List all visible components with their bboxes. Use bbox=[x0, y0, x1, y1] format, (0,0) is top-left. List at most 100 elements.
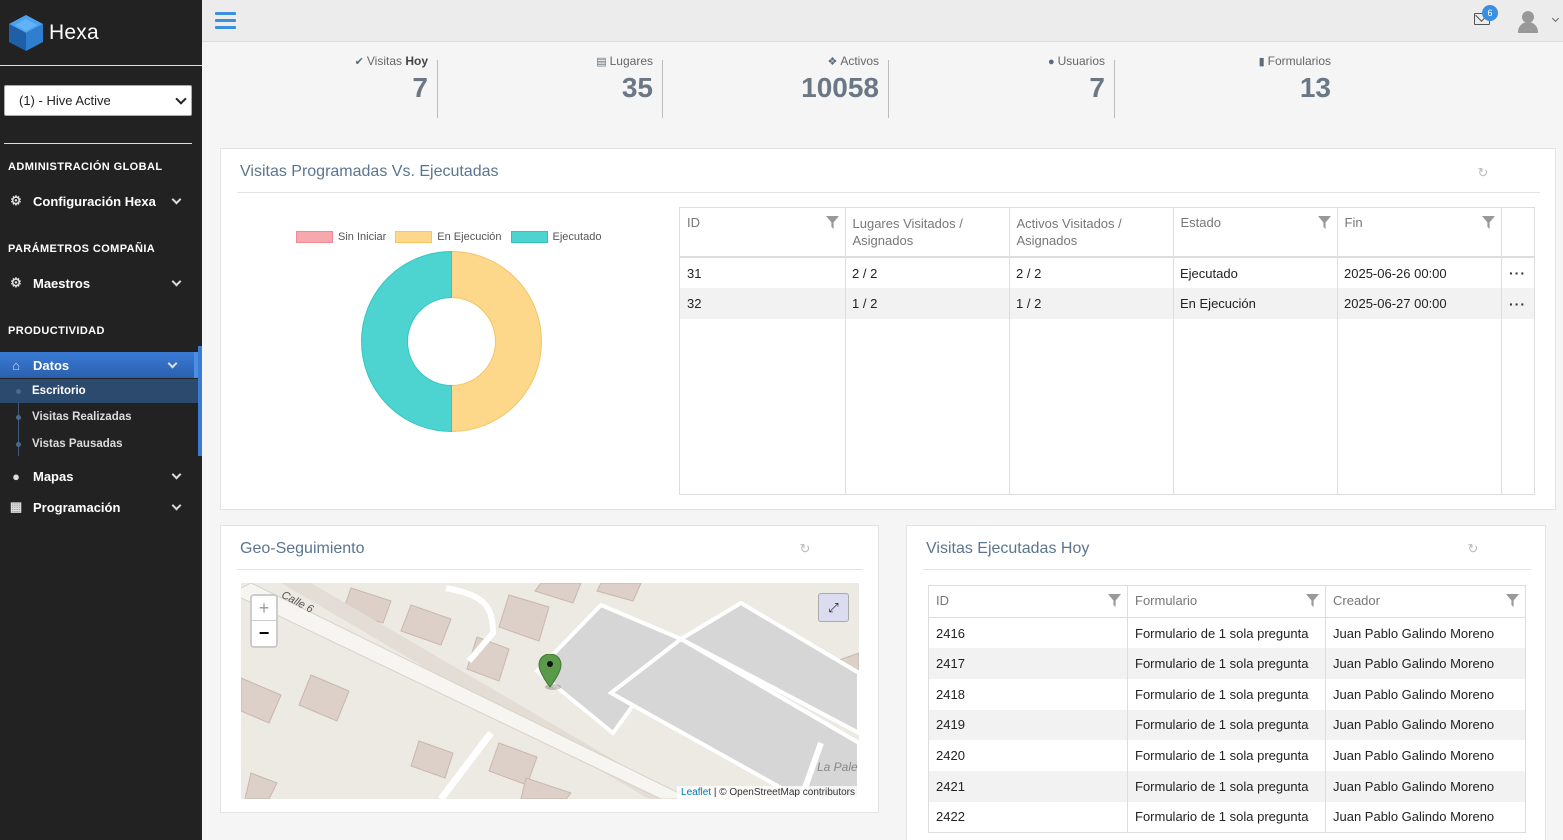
table-row[interactable]: 2418 Formulario de 1 sola pregunta Juan Pa… bbox=[928, 678, 1526, 710]
sidebar-item-mapas[interactable]: ● Mapas bbox=[0, 463, 202, 489]
cell-lugares: 1 / 2 bbox=[852, 296, 878, 311]
row-actions[interactable]: ··· bbox=[1501, 288, 1534, 319]
visits-table: ID Lugares Visitados / Asignados Activos… bbox=[680, 208, 1534, 319]
active-indicator bbox=[198, 346, 202, 456]
cell-id: 31 bbox=[687, 265, 702, 281]
stat-label-bold: Hoy bbox=[405, 54, 428, 68]
table-row[interactable]: 2419 Formulario de 1 sola pregunta Juan Pa… bbox=[928, 709, 1526, 741]
filter-icon[interactable] bbox=[1481, 216, 1495, 229]
menu-toggle-icon[interactable] bbox=[215, 12, 236, 30]
zoom-out-button[interactable]: − bbox=[258, 623, 270, 643]
sidebar-item-configuracion[interactable]: ⚙ Configuración Hexa bbox=[0, 188, 202, 214]
sidebar-item-label: Datos bbox=[33, 357, 70, 373]
stat-value: 7 bbox=[412, 72, 428, 103]
stat-value: 35 bbox=[621, 72, 653, 103]
refresh-icon[interactable]: ↻ bbox=[1477, 165, 1489, 180]
col-header-activos[interactable]: Activos Visitados / Asignados bbox=[1009, 208, 1174, 257]
filter-icon[interactable] bbox=[825, 216, 839, 229]
stat-label: Lugares bbox=[609, 54, 653, 68]
table-row[interactable]: 2421 Formulario de 1 sola pregunta Juan Pa… bbox=[928, 770, 1526, 802]
section-parametros: PARÁMETROS COMPAÑIA bbox=[8, 243, 156, 255]
more-icon[interactable]: ··· bbox=[1509, 295, 1526, 312]
cell-estado: Ejecutado bbox=[1180, 265, 1238, 281]
bullet-icon bbox=[16, 415, 21, 420]
user-avatar[interactable] bbox=[1516, 9, 1540, 33]
filter-icon[interactable] bbox=[1108, 594, 1121, 607]
hive-select-value: (1) - Hive Active bbox=[19, 93, 111, 108]
stat-value: 10058 bbox=[801, 72, 879, 103]
filter-icon[interactable] bbox=[1317, 216, 1331, 229]
col-line bbox=[1173, 208, 1174, 494]
cell-id: 2417 bbox=[928, 648, 1128, 679]
col-header-id[interactable]: ID bbox=[928, 585, 1128, 618]
donut-slice-en-ejecución[interactable] bbox=[451, 250, 542, 433]
col-line bbox=[1337, 208, 1338, 494]
cell-lugares: 2 / 2 bbox=[852, 265, 878, 281]
sidebar-item-maestros[interactable]: ⚙ Maestros bbox=[0, 270, 202, 296]
sidebar-item-label: Configuración Hexa bbox=[33, 193, 156, 209]
table-row[interactable]: 2422 Formulario de 1 sola pregunta Juan Pa… bbox=[928, 801, 1526, 833]
col-header-fin[interactable]: Fin bbox=[1337, 208, 1502, 257]
cell-id: 2419 bbox=[928, 709, 1128, 741]
cell-creador: Juan Pablo Galindo Moreno bbox=[1333, 717, 1495, 733]
table-row[interactable]: 31 2 / 2 2 / 2 Ejecutado 2025-06-26 00:0… bbox=[680, 257, 1534, 288]
panel-title: Visitas Ejecutadas Hoy bbox=[926, 540, 1090, 557]
chevron-down-icon bbox=[171, 276, 182, 287]
bullet-icon bbox=[16, 442, 21, 447]
cell-creador: Juan Pablo Galindo Moreno bbox=[1333, 778, 1495, 794]
refresh-icon[interactable]: ↻ bbox=[1467, 541, 1479, 556]
donut-slice-ejecutado[interactable] bbox=[361, 250, 452, 433]
sidebar-subitem-escritorio[interactable]: Escritorio bbox=[0, 379, 198, 403]
zoom-control: + − bbox=[250, 594, 278, 648]
filter-icon[interactable] bbox=[1506, 594, 1519, 607]
sidebar-divider bbox=[4, 143, 192, 144]
table-row[interactable]: 2416 Formulario de 1 sola pregunta Juan Pa… bbox=[928, 617, 1526, 649]
sidebar-subitem-visitas-realizadas[interactable]: Visitas Realizadas bbox=[0, 405, 198, 429]
col-header-lugares[interactable]: Lugares Visitados / Asignados bbox=[845, 208, 1010, 257]
filter-icon[interactable] bbox=[1306, 594, 1319, 607]
stat-separator bbox=[1114, 60, 1115, 118]
table-row[interactable]: 32 1 / 2 1 / 2 En Ejecución 2025-06-27 0… bbox=[680, 288, 1534, 319]
col-header-creador[interactable]: Creador bbox=[1326, 586, 1526, 618]
leaflet-link[interactable]: Leaflet bbox=[681, 787, 712, 798]
zoom-in-button[interactable]: + bbox=[252, 596, 276, 621]
col-header-estado[interactable]: Estado bbox=[1173, 208, 1338, 257]
chevron-down-icon[interactable] bbox=[1551, 14, 1560, 23]
hexa-cube-icon bbox=[9, 14, 43, 51]
cell-creador: Juan Pablo Galindo Moreno bbox=[1333, 809, 1495, 825]
legend-swatch-sin-iniciar bbox=[296, 231, 333, 243]
sidebar-item-label: Maestros bbox=[33, 275, 91, 291]
chevron-down-icon bbox=[175, 93, 187, 105]
cell-formulario: Formulario de 1 sola pregunta bbox=[1127, 740, 1326, 771]
col-header-id[interactable]: ID bbox=[680, 208, 846, 257]
col-line bbox=[845, 208, 846, 494]
cell-creador: Juan Pablo Galindo Moreno bbox=[1333, 656, 1495, 672]
stat-activos: ❖ Activos 10058 bbox=[679, 52, 889, 118]
sidebar-item-datos[interactable]: ⌂ Datos bbox=[0, 352, 198, 378]
sidebar-item-label: Mapas bbox=[33, 468, 74, 484]
sidebar-subitem-vistas-pausadas[interactable]: Vistas Pausadas bbox=[0, 432, 198, 456]
today-visits-table: ID Formulario Creador 2416 Formulario de … bbox=[928, 585, 1526, 833]
table-row[interactable]: 2420 Formulario de 1 sola pregunta Juan Pa… bbox=[928, 740, 1526, 771]
app-logo[interactable]: Hexa bbox=[0, 0, 202, 66]
attribution-text: | © OpenStreetMap contributors bbox=[711, 787, 855, 798]
row-actions[interactable]: ··· bbox=[1501, 257, 1534, 288]
map-marker-icon[interactable] bbox=[538, 654, 562, 690]
hive-select[interactable]: (1) - Hive Active bbox=[4, 85, 192, 116]
gears-icon: ⚙ bbox=[10, 275, 22, 290]
cell-formulario: Formulario de 1 sola pregunta bbox=[1127, 678, 1326, 710]
cell-formulario: Formulario de 1 sola pregunta bbox=[1127, 709, 1326, 741]
user-icon: ● bbox=[1047, 56, 1055, 68]
refresh-icon[interactable]: ↻ bbox=[799, 541, 811, 556]
section-admin-global: ADMINISTRACIÓN GLOBAL bbox=[8, 161, 163, 173]
col-header-formulario[interactable]: Formulario bbox=[1127, 585, 1326, 618]
chevron-down-icon bbox=[167, 358, 178, 369]
map-view[interactable]: Calle 6 La Pale + − ⤢ Leaflet | © OpenSt… bbox=[241, 583, 859, 799]
more-icon[interactable]: ··· bbox=[1509, 265, 1526, 281]
table-row[interactable]: 2417 Formulario de 1 sola pregunta Juan Pa… bbox=[928, 648, 1526, 679]
cell-activos: 1 / 2 bbox=[1016, 296, 1042, 311]
fullscreen-icon[interactable]: ⤢ bbox=[818, 593, 849, 622]
col-header-actions bbox=[1501, 208, 1534, 257]
panel-divider bbox=[237, 569, 863, 570]
sidebar-item-programacion[interactable]: ▦ Programación bbox=[0, 494, 202, 520]
